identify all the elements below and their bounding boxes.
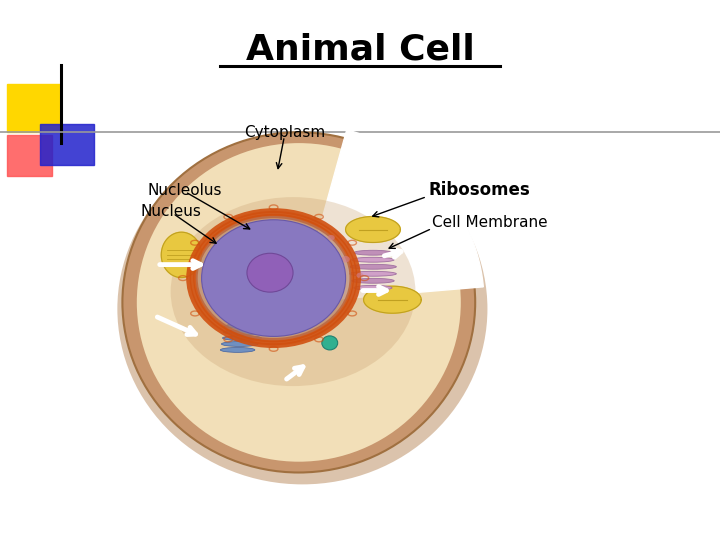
Ellipse shape xyxy=(222,341,258,347)
Ellipse shape xyxy=(196,216,351,340)
Ellipse shape xyxy=(341,256,350,262)
Ellipse shape xyxy=(352,279,395,283)
Ellipse shape xyxy=(356,273,364,278)
Ellipse shape xyxy=(117,133,487,484)
Polygon shape xyxy=(299,130,483,302)
Ellipse shape xyxy=(350,271,397,276)
Bar xyxy=(7,84,61,132)
Ellipse shape xyxy=(220,348,255,353)
Ellipse shape xyxy=(231,312,270,316)
Ellipse shape xyxy=(223,329,265,334)
Polygon shape xyxy=(346,217,400,242)
Text: Nucleolus: Nucleolus xyxy=(148,183,222,198)
Ellipse shape xyxy=(352,258,395,262)
Ellipse shape xyxy=(171,197,415,386)
Ellipse shape xyxy=(222,335,261,341)
Text: Ribosomes: Ribosomes xyxy=(428,181,530,199)
Ellipse shape xyxy=(122,132,475,472)
Text: Nucleus: Nucleus xyxy=(140,204,202,219)
Ellipse shape xyxy=(225,324,268,328)
Ellipse shape xyxy=(307,241,312,245)
Bar xyxy=(7,135,52,176)
Ellipse shape xyxy=(247,253,293,292)
Polygon shape xyxy=(161,232,202,278)
Ellipse shape xyxy=(137,143,461,462)
Ellipse shape xyxy=(354,250,392,255)
Text: Cytoplasm: Cytoplasm xyxy=(244,125,325,140)
Ellipse shape xyxy=(322,336,338,350)
Ellipse shape xyxy=(328,235,335,240)
Ellipse shape xyxy=(235,306,271,311)
Polygon shape xyxy=(364,286,421,313)
Text: Animal Cell: Animal Cell xyxy=(246,33,474,66)
Ellipse shape xyxy=(228,318,269,323)
Bar xyxy=(40,124,94,165)
Text: Cell Membrane: Cell Membrane xyxy=(432,215,548,230)
Ellipse shape xyxy=(350,264,397,269)
Ellipse shape xyxy=(238,300,272,305)
Ellipse shape xyxy=(202,220,346,336)
Ellipse shape xyxy=(354,285,392,291)
